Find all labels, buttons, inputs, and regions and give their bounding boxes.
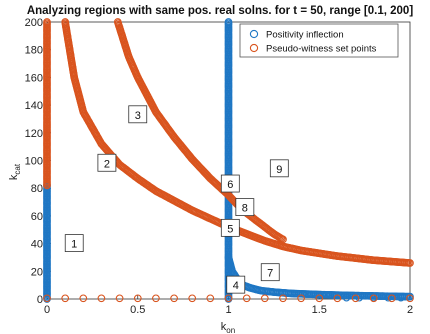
y-tick-label: 160 xyxy=(25,72,43,84)
y-tick-label: 120 xyxy=(25,128,43,140)
legend-marker-positivity xyxy=(249,29,259,39)
pseudo-witness-point xyxy=(406,294,414,303)
y-tick-label: 40 xyxy=(31,239,43,251)
region-label-text: 4 xyxy=(233,280,239,292)
positivity-inflection-point xyxy=(397,293,405,302)
y-axis-label: kcat xyxy=(8,163,22,180)
y-tick-label: 140 xyxy=(25,100,43,112)
pseudo-witness-point xyxy=(133,294,142,303)
pseudo-witness-point xyxy=(43,294,51,303)
legend-label-positivity: Positivity inflection xyxy=(266,30,344,41)
pseudo-witness-point xyxy=(297,294,305,303)
y-tick-label: 200 xyxy=(25,17,43,29)
region-label-box xyxy=(226,275,246,294)
pseudo-witness-point xyxy=(115,294,124,303)
pseudo-witness-point xyxy=(315,294,324,303)
region-label-9: 9 xyxy=(269,159,289,178)
positivity-inflection-point xyxy=(355,293,364,302)
region-label-text: 2 xyxy=(104,158,110,170)
y-axis-label-sub: cat xyxy=(13,163,22,174)
legend-box xyxy=(239,23,399,58)
x-tick-label: 1.5 xyxy=(312,304,327,316)
region-label-box xyxy=(260,263,280,282)
legend: Positivity inflection Pseudo-witness set… xyxy=(239,23,399,58)
y-tick-label: 180 xyxy=(25,45,43,57)
positivity-inflection-point xyxy=(224,18,233,26)
x-axis-label-sub: on xyxy=(226,326,235,334)
region-label-box xyxy=(128,105,148,124)
legend-label-pseudo-witness: Pseudo-witness set points xyxy=(266,44,377,55)
y-axis-label-main: k xyxy=(8,174,20,180)
positivity-inflection-point xyxy=(384,293,393,302)
chart-title: Analyzing regions with same pos. real so… xyxy=(27,5,413,17)
positivity-inflection-point xyxy=(342,293,351,302)
x-axis-label: kon xyxy=(221,321,235,334)
pseudo-witness-point xyxy=(369,294,378,303)
region-label-text: 9 xyxy=(276,164,282,176)
x-tick-label: 0.5 xyxy=(130,304,145,316)
region-label-8: 8 xyxy=(235,198,255,216)
axis-labels: kon kcat xyxy=(8,163,235,334)
y-tick-label: 20 xyxy=(31,266,43,278)
region-label-7: 7 xyxy=(260,263,280,282)
region-label-box xyxy=(269,159,289,178)
region-label-2: 2 xyxy=(97,153,117,172)
region-label-text: 8 xyxy=(242,203,248,215)
pseudo-witness-point xyxy=(43,18,51,26)
region-label-box xyxy=(64,234,84,253)
pseudo-witness-point xyxy=(351,294,360,303)
region-label-box xyxy=(235,198,255,216)
pseudo-witness-point xyxy=(224,294,233,303)
pseudo-witness-point xyxy=(79,294,88,303)
pseudo-witness-point xyxy=(406,259,414,267)
region-label-text: 1 xyxy=(71,239,77,251)
pseudo-witness-point xyxy=(260,294,269,303)
y-tick-label: 100 xyxy=(25,156,43,168)
region-label-box xyxy=(220,218,240,237)
y-tick-label: 60 xyxy=(31,211,43,223)
pseudo-witness-point xyxy=(279,235,287,244)
region-label-text: 6 xyxy=(227,179,233,191)
region-label-3: 3 xyxy=(128,105,148,124)
pseudo-witness-point xyxy=(61,294,70,303)
pseudo-witness-point xyxy=(242,294,251,303)
pseudo-witness-point xyxy=(279,294,287,303)
y-tick-label: 0 xyxy=(37,294,43,306)
pseudo-witness-point xyxy=(333,294,342,303)
region-label-1: 1 xyxy=(64,234,84,253)
x-tick-label: 2 xyxy=(407,304,413,316)
region-label-box xyxy=(97,153,117,172)
pseudo-witness-point xyxy=(170,294,178,303)
x-tick-label: 1 xyxy=(225,304,231,316)
pseudo-witness-point xyxy=(387,294,396,303)
region-label-text: 5 xyxy=(227,223,233,235)
x-tick-label: 0 xyxy=(44,304,50,316)
region-label-4: 4 xyxy=(226,275,246,294)
pseudo-witness-point xyxy=(188,294,197,303)
region-label-text: 7 xyxy=(267,268,273,280)
legend-marker-pseudo-witness xyxy=(249,43,259,53)
x-axis-label-main: k xyxy=(221,321,227,333)
region-annotations: 1 2 3 4 5 6 7 8 9 xyxy=(64,105,289,294)
pseudo-witness-point xyxy=(97,294,106,303)
region-label-6: 6 xyxy=(220,174,240,193)
region-label-box xyxy=(220,174,240,193)
pseudo-witness-point xyxy=(152,294,160,303)
y-tick-label: 80 xyxy=(31,183,43,195)
pseudo-witness-point xyxy=(206,294,215,303)
region-label-text: 3 xyxy=(135,110,141,122)
region-label-5: 5 xyxy=(220,218,240,237)
